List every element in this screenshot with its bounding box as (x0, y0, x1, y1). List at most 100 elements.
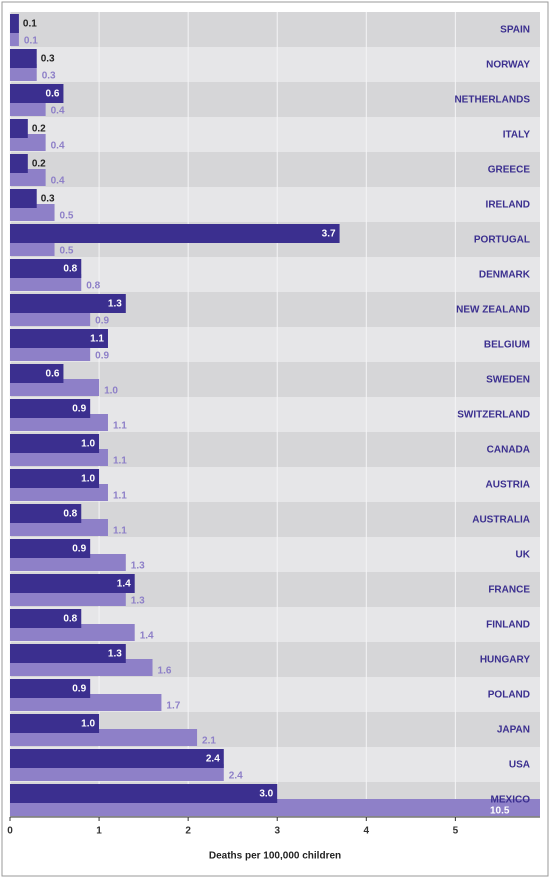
bar (10, 99, 46, 116)
bar (10, 414, 108, 431)
category-label: PORTUGAL (474, 235, 530, 246)
category-label: UK (516, 550, 531, 561)
value-label: 1.4 (117, 579, 131, 590)
bar (10, 624, 135, 641)
bar (10, 84, 64, 103)
value-label: 1.1 (113, 421, 127, 432)
row-band (10, 187, 540, 222)
value-label: 1.3 (108, 649, 122, 660)
value-label: 2.1 (202, 736, 216, 747)
value-label: 1.4 (140, 631, 154, 642)
bar (10, 379, 100, 396)
x-tick-label: 4 (364, 826, 370, 837)
x-tick-label: 0 (7, 826, 13, 837)
bar (10, 799, 540, 816)
value-label: 2.4 (229, 771, 243, 782)
value-label: 0.9 (95, 351, 109, 362)
bar (10, 694, 162, 711)
value-label: 2.4 (206, 754, 220, 765)
bar (10, 449, 108, 466)
value-label: 1.3 (131, 561, 145, 572)
category-label: NETHERLANDS (454, 95, 530, 106)
row-band (10, 257, 540, 292)
value-label: 1.1 (113, 491, 127, 502)
bar (10, 644, 126, 663)
bar (10, 784, 278, 803)
category-label: AUSTRIA (486, 480, 530, 491)
row-band (10, 47, 540, 82)
bar (10, 309, 91, 326)
bar (10, 554, 126, 571)
value-label: 0.9 (95, 316, 109, 327)
value-label: 0.5 (60, 246, 74, 257)
bar (10, 119, 28, 138)
bar (10, 679, 91, 698)
value-label: 1.6 (158, 666, 172, 677)
value-label: 0.6 (46, 89, 60, 100)
value-label: 10.5 (490, 806, 510, 817)
value-label: 0.5 (60, 211, 74, 222)
bar (10, 764, 224, 781)
value-label: 0.1 (24, 36, 38, 47)
x-tick-label: 1 (96, 826, 102, 837)
row-band (10, 117, 540, 152)
bar (10, 169, 46, 186)
bar (10, 154, 28, 173)
row-band (10, 82, 540, 117)
value-label: 1.0 (81, 474, 95, 485)
category-label: SWEDEN (486, 375, 530, 386)
bars (10, 14, 540, 816)
value-label: 0.4 (51, 141, 65, 152)
value-label: 0.8 (63, 509, 77, 520)
bar (10, 589, 126, 606)
x-tick-label: 3 (274, 826, 280, 837)
bar (10, 344, 91, 361)
category-label: FINLAND (486, 620, 530, 631)
value-label: 3.7 (322, 229, 336, 240)
value-label: 0.9 (72, 684, 86, 695)
category-label: SWITZERLAND (457, 410, 530, 421)
category-label: ITALY (503, 130, 531, 141)
category-label: AUSTRALIA (472, 515, 530, 526)
bar (10, 609, 82, 628)
x-axis-title: Deaths per 100,000 children (209, 851, 341, 862)
bar (10, 239, 55, 256)
row-band (10, 12, 540, 47)
bar (10, 29, 19, 46)
category-label: POLAND (488, 690, 530, 701)
bar (10, 189, 37, 208)
value-label: 0.4 (51, 106, 65, 117)
value-label: 0.1 (23, 19, 37, 30)
bar (10, 729, 198, 746)
category-label: MEXICO (491, 795, 531, 806)
bar (10, 749, 224, 768)
value-label: 1.3 (131, 596, 145, 607)
category-label: SPAIN (500, 25, 530, 36)
bar (10, 504, 82, 523)
bar (10, 659, 153, 676)
x-tick-label: 2 (185, 826, 191, 837)
bar (10, 14, 19, 33)
category-label: CANADA (487, 445, 530, 456)
category-label: USA (509, 760, 530, 771)
bar (10, 714, 100, 733)
bar (10, 64, 37, 81)
bar (10, 134, 46, 151)
row-band (10, 152, 540, 187)
bar (10, 434, 100, 453)
bar (10, 364, 64, 383)
value-label: 0.3 (41, 194, 55, 205)
value-label: 0.4 (51, 176, 65, 187)
category-label: DENMARK (479, 270, 531, 281)
value-label: 0.9 (72, 544, 86, 555)
category-label: NORWAY (486, 60, 530, 71)
bar (10, 204, 55, 221)
bar (10, 484, 108, 501)
category-label: FRANCE (488, 585, 530, 596)
bar (10, 399, 91, 418)
value-label: 0.6 (46, 369, 60, 380)
value-label: 0.3 (42, 71, 56, 82)
bar (10, 49, 37, 68)
x-tick-label: 5 (453, 826, 459, 837)
